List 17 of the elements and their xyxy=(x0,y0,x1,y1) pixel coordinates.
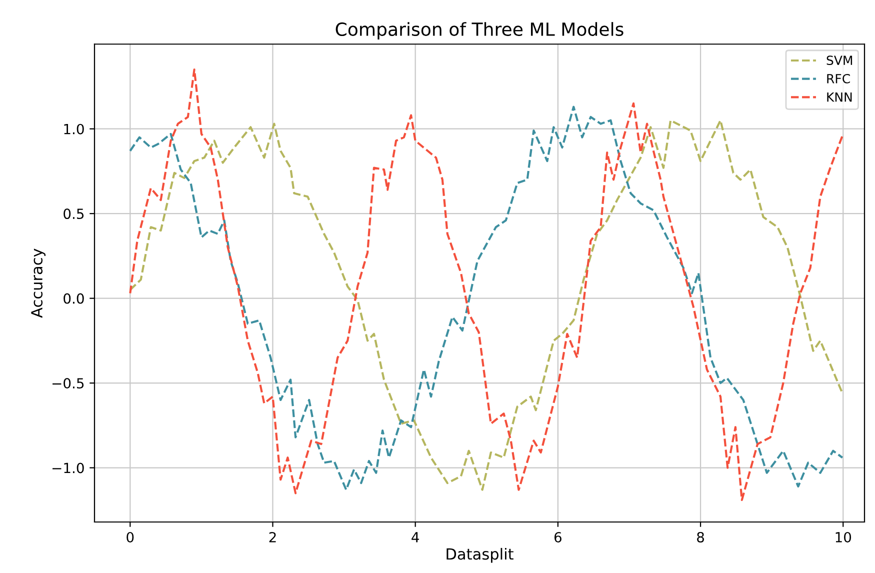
y-tick-label: 1.0 xyxy=(64,124,84,134)
x-tick-label: 4 xyxy=(412,532,419,542)
y-tick-label: −0.5 xyxy=(52,378,84,389)
y-tick-label: 0.0 xyxy=(64,293,84,304)
legend-label: SVM xyxy=(826,56,852,66)
x-tick-label: 2 xyxy=(269,532,276,542)
x-tick-label: 6 xyxy=(554,532,562,542)
x-axis-title: Datasplit xyxy=(446,548,514,563)
y-tick-label: −1.0 xyxy=(52,462,84,474)
x-tick-label: 10 xyxy=(836,532,852,542)
chart-title: Comparison of Three ML Models xyxy=(336,22,624,40)
x-tick-label: 8 xyxy=(697,532,704,542)
y-tick-label: 0.5 xyxy=(64,208,84,220)
x-tick-label: 0 xyxy=(126,532,134,542)
y-axis-title: Accuracy xyxy=(31,248,46,318)
legend-label: KNN xyxy=(827,92,852,102)
legend-label: RFC xyxy=(827,74,850,84)
